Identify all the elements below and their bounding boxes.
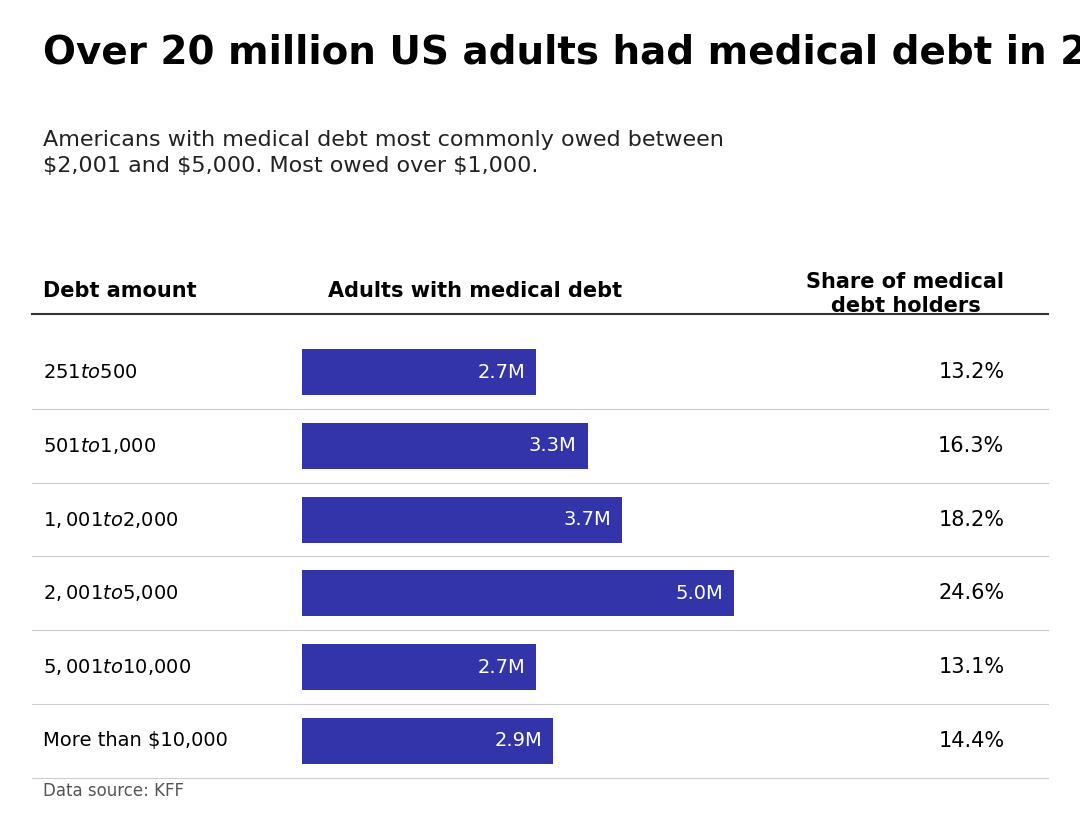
- FancyBboxPatch shape: [302, 717, 553, 764]
- Text: 5.0M: 5.0M: [676, 584, 724, 603]
- FancyBboxPatch shape: [302, 496, 622, 543]
- Text: Data source: KFF: Data source: KFF: [43, 783, 185, 800]
- Text: $5,001 to $10,000: $5,001 to $10,000: [43, 657, 191, 677]
- Text: $251 to $500: $251 to $500: [43, 363, 138, 381]
- Text: $2,001 to $5,000: $2,001 to $5,000: [43, 583, 179, 603]
- FancyBboxPatch shape: [302, 571, 734, 617]
- Text: Adults with medical debt: Adults with medical debt: [328, 281, 622, 301]
- Text: $501 to $1,000: $501 to $1,000: [43, 436, 157, 456]
- Text: 13.2%: 13.2%: [939, 362, 1004, 382]
- Text: Americans with medical debt most commonly owed between
$2,001 and $5,000. Most o: Americans with medical debt most commonl…: [43, 130, 724, 176]
- Text: 2.7M: 2.7M: [477, 658, 525, 676]
- Text: 13.1%: 13.1%: [939, 657, 1004, 677]
- FancyBboxPatch shape: [302, 349, 536, 396]
- Text: $1,001 to $2,000: $1,001 to $2,000: [43, 510, 179, 530]
- Text: 18.2%: 18.2%: [939, 510, 1004, 530]
- FancyBboxPatch shape: [302, 644, 536, 691]
- Text: 24.6%: 24.6%: [939, 583, 1004, 603]
- Text: 3.7M: 3.7M: [564, 510, 611, 529]
- Text: More than $10,000: More than $10,000: [43, 732, 228, 750]
- Text: Share of medical
debt holders: Share of medical debt holders: [807, 272, 1004, 316]
- Text: Debt amount: Debt amount: [43, 281, 197, 301]
- Text: 16.3%: 16.3%: [939, 436, 1004, 456]
- Text: 14.4%: 14.4%: [939, 731, 1004, 751]
- Text: 2.7M: 2.7M: [477, 363, 525, 381]
- Text: Over 20 million US adults had medical debt in 2021: Over 20 million US adults had medical de…: [43, 34, 1080, 71]
- Text: 2.9M: 2.9M: [495, 732, 542, 750]
- Text: 3.3M: 3.3M: [529, 437, 577, 455]
- FancyBboxPatch shape: [302, 422, 588, 469]
